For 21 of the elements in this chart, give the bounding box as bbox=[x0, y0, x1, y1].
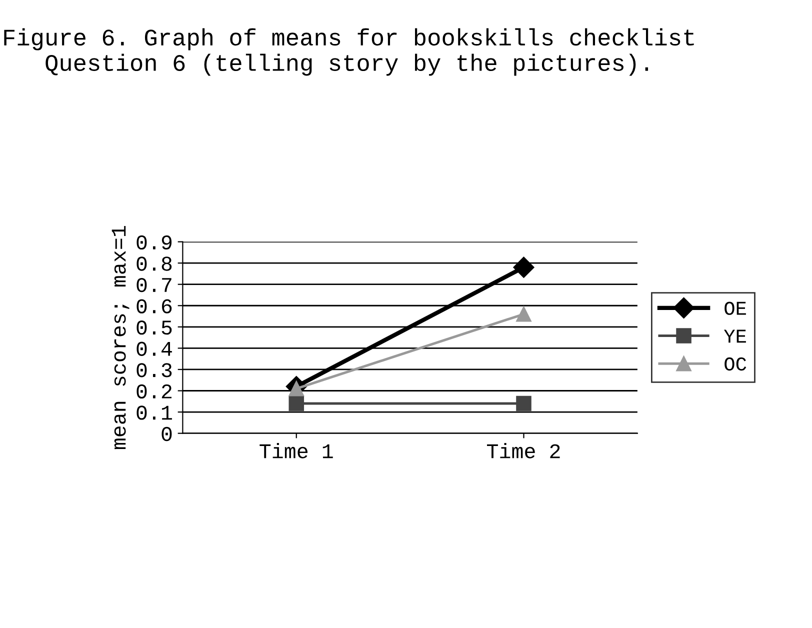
chart-title: Figure 6. Graph of means for bookskills checklist Question 6 (telling story by the pictures). bbox=[4, 28, 694, 76]
legend-label: OC bbox=[724, 357, 746, 371]
point bbox=[516, 306, 532, 322]
y-tick-label: 0.2 bbox=[136, 384, 172, 399]
y-tick-label: 0.3 bbox=[136, 363, 172, 378]
point bbox=[513, 256, 534, 278]
legend-label: OE bbox=[724, 302, 746, 315]
x-tick-label: Time 2 bbox=[487, 443, 560, 458]
y-tick-label: 0.4 bbox=[136, 342, 172, 356]
y-axis-title: mean scores; max=1 bbox=[112, 226, 130, 450]
legend-label: YE bbox=[724, 330, 746, 343]
x-tick-label: Time 1 bbox=[260, 443, 333, 458]
y-tick-label: 0.5 bbox=[136, 320, 172, 335]
y-tick-label: 0.8 bbox=[136, 256, 172, 271]
y-tick-label: 0 bbox=[162, 426, 172, 442]
y-tick-label: 0.1 bbox=[136, 406, 172, 420]
y-tick-label: 0.7 bbox=[136, 278, 172, 292]
y-tick-label: 0.6 bbox=[136, 299, 172, 314]
y-tick-label: 0.9 bbox=[136, 235, 172, 250]
point bbox=[288, 396, 304, 412]
point bbox=[516, 396, 532, 412]
